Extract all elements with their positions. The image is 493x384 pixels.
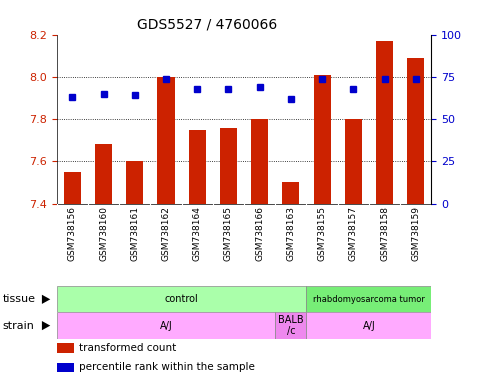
Text: strain: strain [2, 321, 35, 331]
Bar [307, 313, 431, 339]
Text: GSM738155: GSM738155 [317, 206, 326, 261]
Text: GSM738159: GSM738159 [411, 206, 420, 261]
Bar [345, 119, 362, 204]
Bar [376, 41, 393, 204]
Bar [220, 127, 237, 204]
Text: tissue: tissue [2, 294, 35, 305]
Text: transformed count: transformed count [79, 343, 176, 353]
Text: GSM738165: GSM738165 [224, 206, 233, 261]
Text: GSM738157: GSM738157 [349, 206, 358, 261]
Text: rhabdomyosarcoma tumor: rhabdomyosarcoma tumor [313, 295, 425, 304]
Text: GSM738156: GSM738156 [68, 206, 77, 261]
Text: A/J: A/J [160, 321, 173, 331]
Bar [314, 75, 331, 204]
Text: GSM738158: GSM738158 [380, 206, 389, 261]
Text: GSM738166: GSM738166 [255, 206, 264, 261]
Text: control: control [165, 294, 199, 305]
Text: percentile rank within the sample: percentile rank within the sample [79, 362, 255, 372]
Bar [407, 58, 424, 204]
Bar [157, 77, 175, 204]
Bar [57, 286, 307, 313]
Text: A/J: A/J [362, 321, 375, 331]
Bar [189, 130, 206, 204]
Text: GSM738163: GSM738163 [286, 206, 295, 261]
Text: GDS5527 / 4760066: GDS5527 / 4760066 [137, 17, 277, 31]
Bar [57, 343, 73, 353]
Bar [282, 182, 299, 204]
Bar [57, 313, 275, 339]
Bar [307, 286, 431, 313]
Text: GSM738164: GSM738164 [193, 206, 202, 261]
Text: GSM738161: GSM738161 [130, 206, 139, 261]
Text: GSM738160: GSM738160 [99, 206, 108, 261]
Text: GSM738162: GSM738162 [162, 206, 171, 261]
Bar [64, 172, 81, 204]
Bar [275, 313, 307, 339]
Text: BALB
/c: BALB /c [278, 315, 304, 336]
Bar [126, 161, 143, 204]
Bar [251, 119, 268, 204]
Bar [57, 363, 73, 372]
Bar [95, 144, 112, 204]
